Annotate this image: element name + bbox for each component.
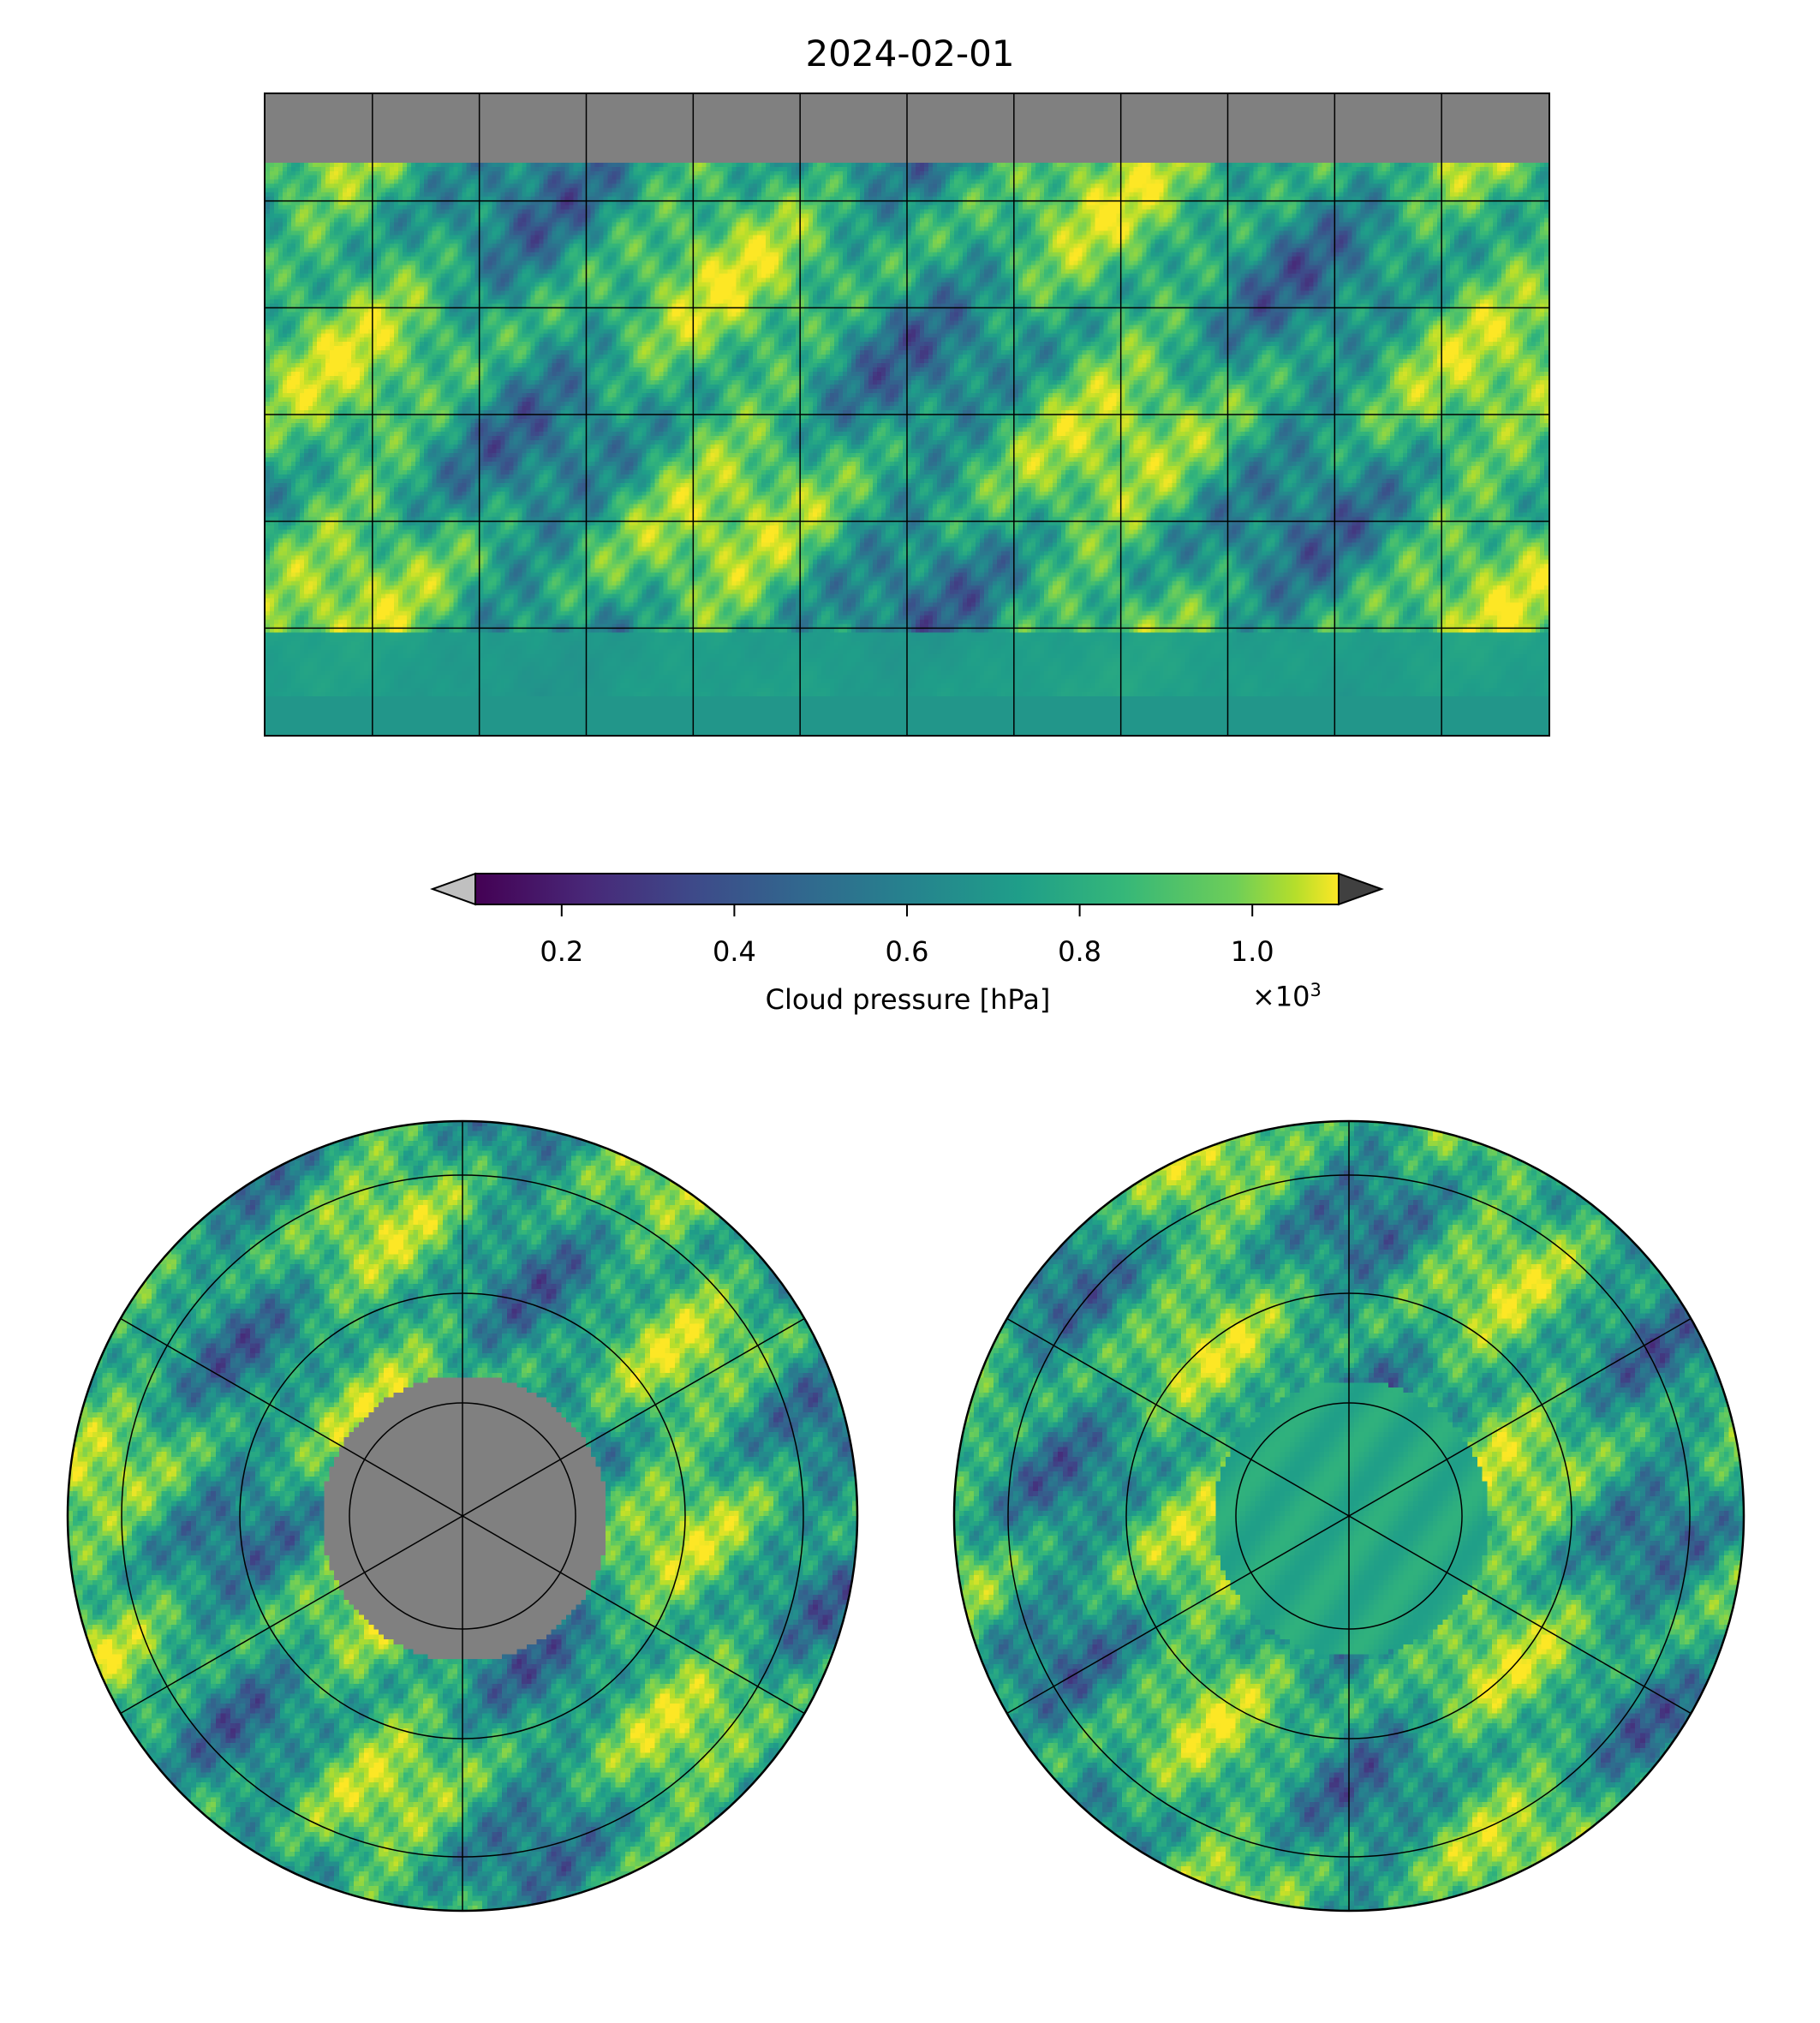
south-polar-gridlines	[952, 1119, 1745, 1913]
colorbar-tick-label: 0.8	[1058, 935, 1102, 968]
colorbar-tick-label: 1.0	[1230, 935, 1274, 968]
figure-title: 2024-02-01	[805, 33, 1015, 75]
colorbar-tick-label: 0.2	[540, 935, 584, 968]
colorbar-tick-label: 0.6	[885, 935, 929, 968]
north-polar-gridlines	[66, 1119, 859, 1913]
meridian-line	[1006, 1317, 1692, 1715]
colorbar	[430, 872, 1384, 916]
map-boundary	[66, 1119, 859, 1913]
map-boundary	[952, 1119, 1745, 1913]
colorbar-gradient	[474, 873, 1340, 905]
colorbar-offset-text: ×103	[1252, 980, 1322, 1013]
north-polar-map	[64, 1118, 861, 1914]
global-map	[264, 92, 1550, 737]
colorbar-tick-label: 0.4	[712, 935, 756, 968]
colorbar-label: Cloud pressure [hPa]	[765, 983, 1051, 1016]
colorbar-over-extension	[1338, 872, 1384, 906]
south-polar-map	[951, 1118, 1747, 1914]
colorbar-under-extension	[430, 872, 476, 906]
global-map-gridlines	[266, 94, 1548, 735]
meridian-line	[120, 1317, 805, 1715]
